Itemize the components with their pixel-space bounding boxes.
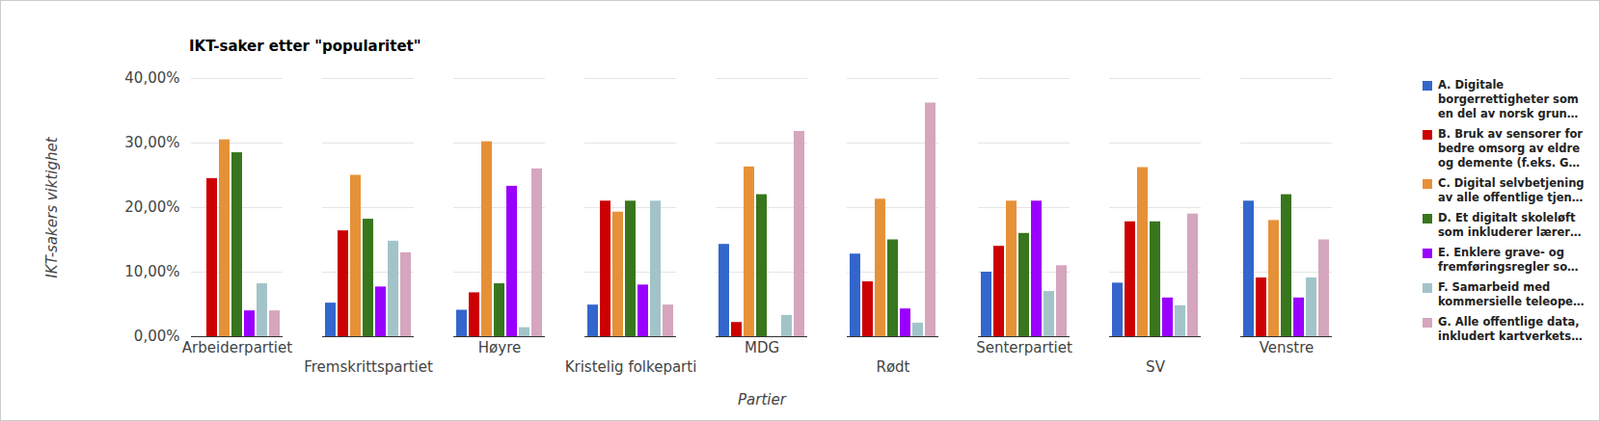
html-text:A. Digitale borgerrettigheter: A. Digitale borgerrettigheter som en del…: [1437, 78, 1579, 121]
html-text:F. Samarbeid med kommersielle: F. Samarbeid med kommersielle teleope…: [1437, 280, 1584, 309]
svg-text:Partier: Partier: [737, 391, 787, 409]
svg-text:Rødt: Rødt: [875, 358, 910, 377]
html-text:B. Bruk av sensorer for bedre: B. Bruk av sensorer for bedre omsorg av …: [1437, 127, 1583, 170]
html-text:C. Digital selvbetjening av al: C. Digital selvbetjening av alle offentl…: [1437, 176, 1585, 205]
svg-text:Arbeiderpartiet: Arbeiderpartiet: [182, 339, 293, 357]
svg-text:10,00%: 10,00%: [124, 263, 180, 281]
html-text:E. Enklere grave- og fremførin: E. Enklere grave- og fremføringsregler s…: [1437, 245, 1579, 274]
svg-text:0,00%: 0,00%: [134, 327, 181, 346]
svg-text:20,00%: 20,00%: [124, 198, 180, 217]
svg-text:Fremskrittspartiet: Fremskrittspartiet: [303, 358, 434, 377]
html-text:D. Et digitalt skoleløft som i: D. Et digitalt skoleløft som inkluderer …: [1437, 211, 1582, 240]
svg-text:Kristelig folkeparti: Kristelig folkeparti: [565, 358, 698, 377]
html-text:G. Alle offentlige data, inklu: G. Alle offentlige data, inkludert kartv…: [1437, 315, 1583, 344]
svg-text:IKT-sakers viktighet: IKT-sakers viktighet: [43, 135, 61, 278]
svg-text:Senterpartiet: Senterpartiet: [976, 339, 1073, 357]
svg-text:Høyre: Høyre: [478, 339, 521, 357]
svg-text:Venstre: Venstre: [1259, 339, 1315, 357]
svg-text:MDG: MDG: [744, 339, 780, 357]
svg-text:30,00%: 30,00%: [124, 134, 180, 152]
svg-text:SV: SV: [1145, 358, 1167, 377]
svg-text:40,00%: 40,00%: [124, 69, 180, 87]
html-text:IKT-saker etter "popularitet": IKT-saker etter "popularitet": [189, 37, 422, 55]
